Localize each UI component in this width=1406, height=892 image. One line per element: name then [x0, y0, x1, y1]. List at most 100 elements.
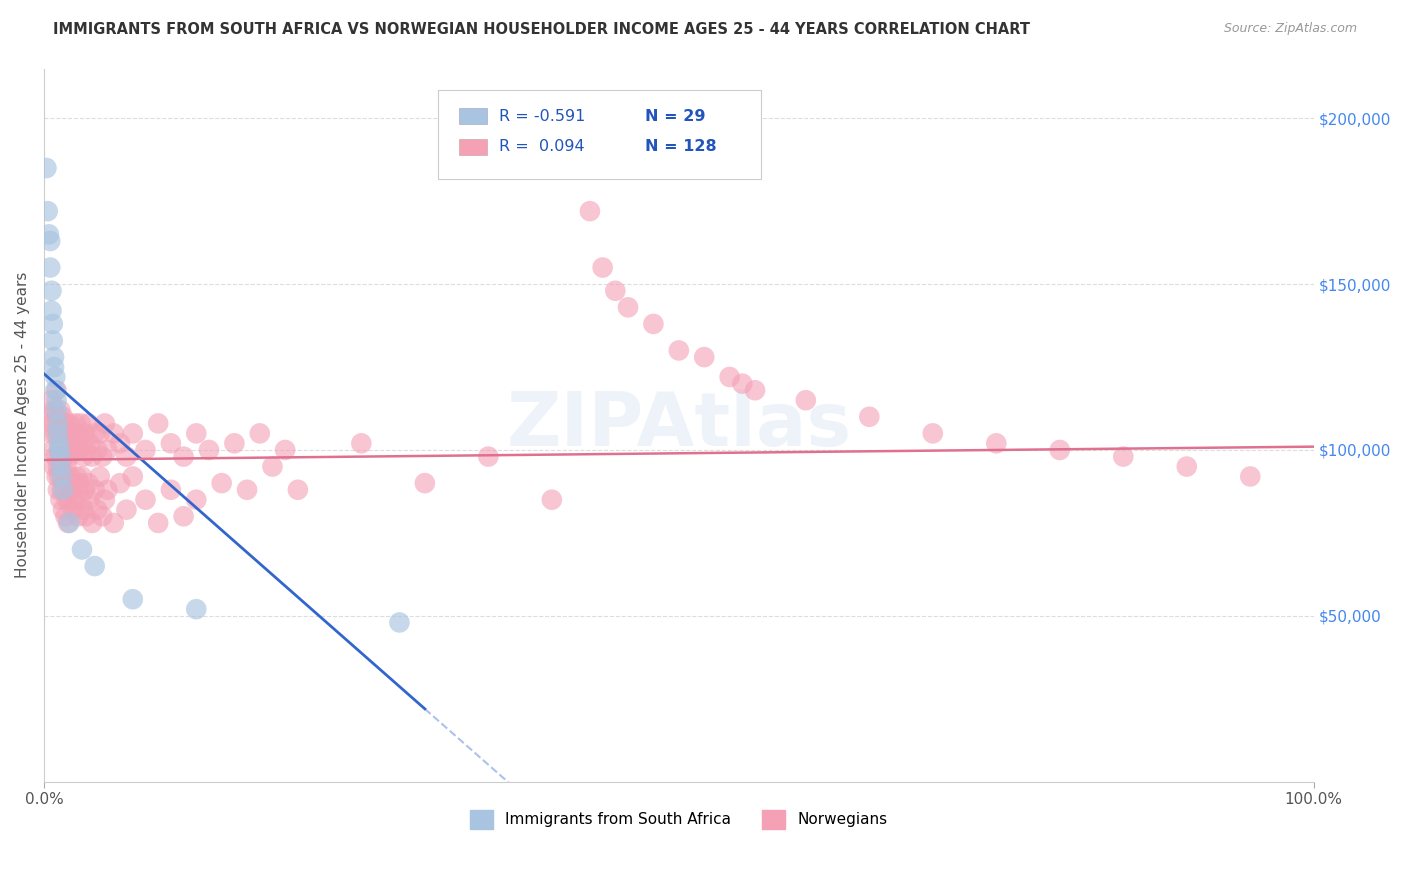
- Point: [49, 403, 72, 417]
- Point: [45, 393, 67, 408]
- Point: [413, 476, 436, 491]
- Point: [69, 417, 91, 431]
- Point: [1175, 459, 1198, 474]
- Point: [41, 303, 63, 318]
- Point: [82, 516, 104, 530]
- Point: [262, 459, 284, 474]
- Point: [41, 284, 63, 298]
- Point: [69, 476, 91, 491]
- Point: [794, 393, 817, 408]
- Point: [52, 469, 75, 483]
- Bar: [460, 109, 486, 124]
- Point: [56, 436, 79, 450]
- Point: [44, 384, 66, 398]
- Point: [115, 450, 138, 464]
- Point: [44, 450, 66, 464]
- Point: [148, 417, 170, 431]
- Point: [91, 450, 114, 464]
- Point: [75, 442, 97, 457]
- Point: [115, 502, 138, 516]
- Point: [96, 483, 118, 497]
- Point: [59, 469, 82, 483]
- Point: [46, 426, 69, 441]
- Point: [45, 469, 67, 483]
- Point: [70, 542, 93, 557]
- Bar: [460, 139, 486, 155]
- Point: [173, 509, 195, 524]
- Point: [103, 426, 125, 441]
- Point: [86, 502, 108, 516]
- Point: [148, 516, 170, 530]
- Point: [55, 469, 77, 483]
- Point: [46, 426, 69, 441]
- Point: [77, 417, 100, 431]
- Point: [89, 469, 111, 483]
- Point: [60, 442, 83, 457]
- Point: [52, 483, 75, 497]
- Point: [70, 436, 93, 450]
- Point: [274, 442, 297, 457]
- FancyBboxPatch shape: [437, 90, 762, 179]
- Point: [94, 417, 117, 431]
- Point: [52, 409, 75, 424]
- Text: R =  0.094: R = 0.094: [499, 139, 583, 154]
- Point: [579, 204, 602, 219]
- Point: [211, 476, 233, 491]
- Point: [82, 450, 104, 464]
- Point: [42, 442, 65, 457]
- Point: [986, 436, 1008, 450]
- Point: [91, 509, 114, 524]
- Point: [70, 469, 93, 483]
- Point: [73, 483, 96, 497]
- Point: [48, 442, 70, 457]
- Point: [55, 509, 77, 524]
- Point: [287, 483, 309, 497]
- Point: [63, 436, 86, 450]
- Point: [62, 426, 84, 441]
- Point: [39, 409, 62, 424]
- Point: [224, 436, 246, 450]
- Point: [72, 502, 94, 516]
- Point: [46, 459, 69, 474]
- Point: [48, 417, 70, 431]
- Point: [67, 509, 90, 524]
- Point: [605, 284, 627, 298]
- Point: [89, 426, 111, 441]
- Point: [39, 234, 62, 248]
- Point: [96, 442, 118, 457]
- Point: [94, 492, 117, 507]
- Point: [65, 492, 87, 507]
- Text: N = 29: N = 29: [644, 109, 704, 124]
- Point: [55, 459, 77, 474]
- Point: [44, 426, 66, 441]
- Point: [921, 426, 943, 441]
- Point: [42, 359, 65, 374]
- Point: [42, 459, 65, 474]
- Point: [51, 450, 73, 464]
- Point: [42, 350, 65, 364]
- Point: [83, 559, 105, 574]
- Point: [108, 476, 131, 491]
- Point: [56, 476, 79, 491]
- Point: [49, 450, 72, 464]
- Point: [58, 516, 80, 530]
- Point: [69, 442, 91, 457]
- Point: [45, 409, 67, 424]
- Point: [58, 450, 80, 464]
- Point: [1239, 469, 1261, 483]
- Point: [63, 476, 86, 491]
- Point: [83, 426, 105, 441]
- Point: [59, 426, 82, 441]
- Point: [39, 260, 62, 275]
- Point: [42, 417, 65, 431]
- Point: [77, 476, 100, 491]
- Point: [48, 436, 70, 450]
- Point: [73, 426, 96, 441]
- Point: [55, 426, 77, 441]
- Point: [69, 492, 91, 507]
- Point: [46, 417, 69, 431]
- Point: [51, 426, 73, 441]
- Point: [121, 592, 143, 607]
- Point: [858, 409, 880, 424]
- Point: [744, 384, 766, 398]
